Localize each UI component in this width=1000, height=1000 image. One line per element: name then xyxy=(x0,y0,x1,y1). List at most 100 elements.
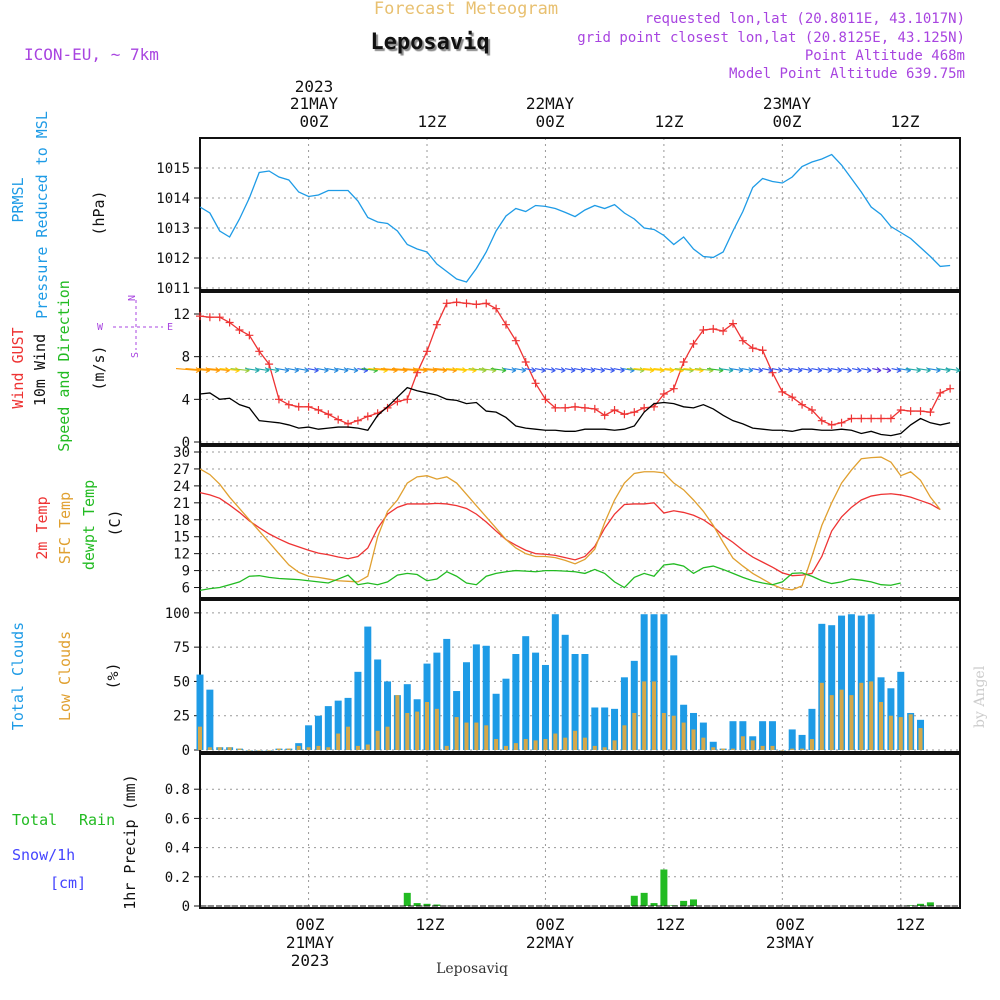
wind-arrow-64 xyxy=(821,367,833,374)
cloud-low-bar-12 xyxy=(316,745,321,750)
cloud-total-bar-1 xyxy=(206,689,214,750)
rain-bar-11 xyxy=(907,905,915,906)
cloud-low-bar-28 xyxy=(474,722,479,750)
cloud-total-bar-36 xyxy=(551,614,559,750)
rain-bar-10 xyxy=(690,899,698,906)
bottom-day-label-1: 22MAY xyxy=(526,933,575,952)
cloud-low-bar-39 xyxy=(582,737,587,750)
cloud-total-bar-19 xyxy=(384,681,392,750)
rain-bar-1 xyxy=(413,903,421,906)
cloud-total-bar-17 xyxy=(364,626,372,750)
gust-point-73 xyxy=(916,407,925,416)
gust-point-53 xyxy=(719,327,728,336)
point-altitude: Point Altitude 468m xyxy=(805,48,965,64)
cloud-low-bar-44 xyxy=(632,712,637,750)
cloud-total-bar-54 xyxy=(729,721,737,750)
gust-point-64 xyxy=(827,420,836,429)
top-tick-5: 12Z xyxy=(891,112,920,131)
gust-point-24 xyxy=(432,320,441,329)
y-tick-label-0-4: 1015 xyxy=(156,161,190,177)
precip-unit: 1hr Precip (mm) xyxy=(121,774,139,909)
cloud-low-bar-41 xyxy=(602,747,607,750)
gust-point-16 xyxy=(353,416,362,425)
y-tick-label-1-1: 4 xyxy=(182,392,190,408)
wind-arrow-9 xyxy=(276,367,290,374)
y-tick-label-4-0: 0 xyxy=(182,899,190,915)
top-tick-0: 00Z xyxy=(300,112,329,131)
gust-point-63 xyxy=(817,416,826,425)
wind-arrow-62 xyxy=(801,367,813,374)
cloud-total-bar-31 xyxy=(502,678,510,750)
wind-arrow-12 xyxy=(307,367,319,374)
cloud-total-bar-32 xyxy=(512,654,520,750)
y-tick-label-2-6: 24 xyxy=(173,479,190,495)
cloud-low-bar-66 xyxy=(849,695,854,750)
panel-frame-2 xyxy=(199,445,961,599)
cloud-low-bar-19 xyxy=(385,726,390,750)
cloud-low-bar-0 xyxy=(198,726,202,750)
bottom-tick-5: 12Z xyxy=(896,915,925,934)
wind-arrow-56 xyxy=(741,367,754,374)
y-tick-label-2-1: 9 xyxy=(182,564,190,580)
y-tick-label-4-4: 0.8 xyxy=(165,782,190,798)
wind-arrow-65 xyxy=(830,367,842,374)
precip-cm-label: [cm] xyxy=(50,874,86,892)
cloud-total-bar-13 xyxy=(324,706,332,750)
gust-point-57 xyxy=(758,346,767,355)
gust-point-47 xyxy=(659,390,668,398)
cloud-low-bar-11 xyxy=(306,747,311,750)
cloud-low-bar-6 xyxy=(257,750,262,751)
cloud-total-bar-52 xyxy=(709,741,717,750)
compass-s: S xyxy=(130,352,141,358)
rain-bar-13 xyxy=(926,902,934,906)
cloud-total-bar-30 xyxy=(492,693,500,750)
gust-point-0 xyxy=(196,312,204,321)
cloud-low-bar-67 xyxy=(859,682,864,750)
gust-point-50 xyxy=(689,339,698,348)
series-line-2-2 xyxy=(199,563,901,591)
gust-point-69 xyxy=(877,414,886,423)
gust-point-33 xyxy=(521,358,530,366)
cloud-total-bar-34 xyxy=(532,652,540,750)
bottom-tick-4: 00Z xyxy=(776,915,805,934)
gust-point-17 xyxy=(363,412,372,421)
cloud-low-bar-36 xyxy=(553,733,558,750)
gust-point-70 xyxy=(886,414,895,423)
gust-point-21 xyxy=(403,395,412,404)
gust-point-28 xyxy=(472,300,481,309)
cloud-low-bar-15 xyxy=(346,726,351,750)
cloud-total-bar-55 xyxy=(739,721,747,750)
cloud-total-bar-11 xyxy=(305,725,313,750)
wind-arrow-66 xyxy=(840,367,852,374)
rain-bar-6 xyxy=(650,903,658,906)
cloud-total-bar-28 xyxy=(472,644,480,750)
gust-point-23 xyxy=(423,347,432,356)
y-tick-label-4-1: 0.2 xyxy=(165,870,190,886)
wind-arrow-55 xyxy=(729,367,744,374)
gust-point-30 xyxy=(492,304,501,313)
footer-location: Leposaviq xyxy=(436,961,508,977)
panel-1: 0 4 8 12 xyxy=(173,291,961,451)
cloud-total-bar-41 xyxy=(601,707,609,750)
gust-point-61 xyxy=(798,400,807,409)
y-tick-label-2-0: 6 xyxy=(182,581,190,597)
gust-point-37 xyxy=(561,403,570,412)
wind-arrow-77 xyxy=(945,367,961,374)
cloud-low-bar-72 xyxy=(908,714,913,750)
bottom-tick-0: 00Z xyxy=(296,915,325,934)
wind-arrow-41 xyxy=(593,367,606,374)
panel-frame-1 xyxy=(199,291,961,445)
cloud-total-bar-43 xyxy=(620,677,628,750)
gust-point-67 xyxy=(857,414,866,423)
cloud-low-bar-53 xyxy=(721,748,726,750)
cloud-low-bar-20 xyxy=(395,695,400,750)
cloud-low-bar-30 xyxy=(494,739,499,750)
cloud-low-bar-61 xyxy=(800,748,805,750)
compass-e: E xyxy=(167,322,173,333)
wind-arrow-59 xyxy=(771,367,783,374)
gust-point-20 xyxy=(393,397,402,406)
rain-bar-9 xyxy=(680,900,688,906)
location-title: Leposaviq xyxy=(370,30,489,55)
